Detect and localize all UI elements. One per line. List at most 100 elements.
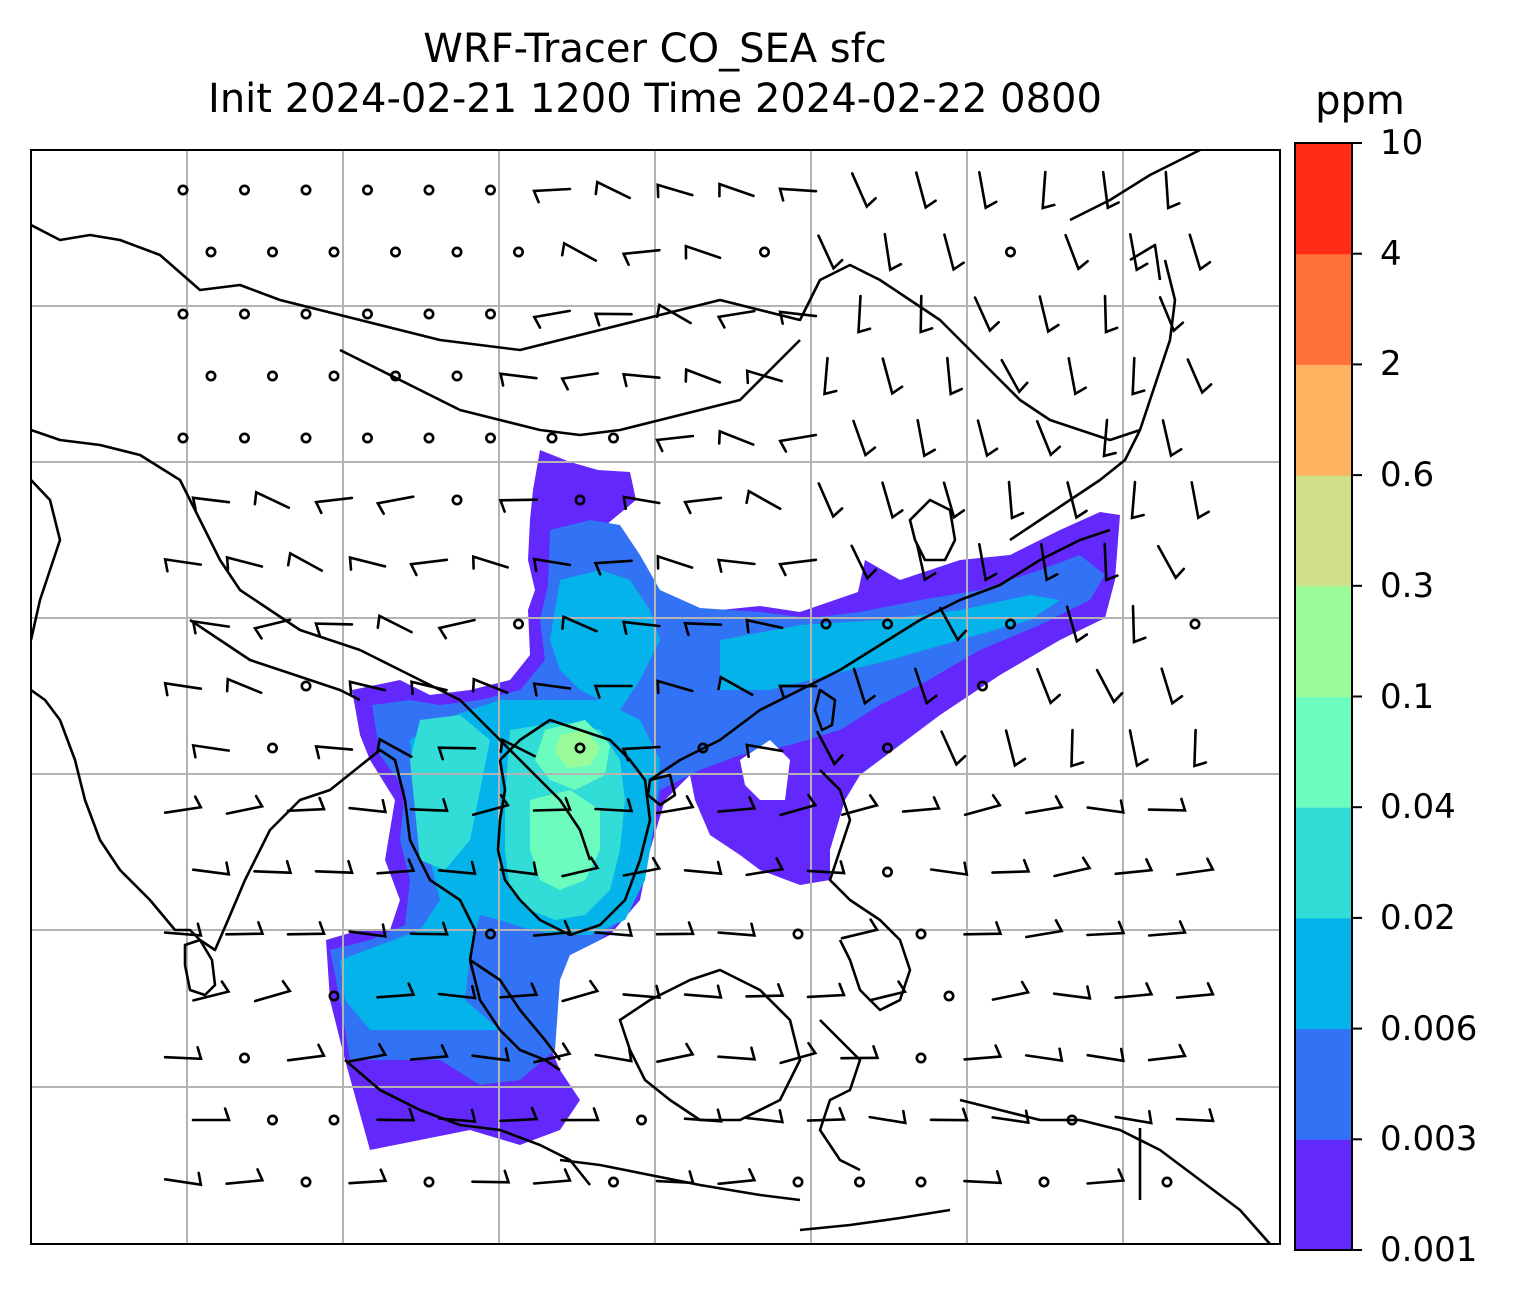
wind-barb-icon bbox=[410, 680, 448, 695]
colorbar-tick-label: 0.3 bbox=[1380, 565, 1435, 606]
wind-barb-icon bbox=[533, 1042, 572, 1064]
wind-barb-icon bbox=[471, 1169, 511, 1184]
title-line-2: Init 2024-02-21 1200 Time 2024-02-22 080… bbox=[208, 76, 1102, 122]
calm-wind-icon bbox=[205, 370, 217, 382]
wind-barb-icon bbox=[655, 302, 692, 325]
wind-barb-icon bbox=[225, 1168, 265, 1185]
calm-wind-icon bbox=[484, 432, 496, 444]
wind-barb-icon bbox=[943, 233, 965, 272]
tracer-plume-level-2 bbox=[330, 520, 1105, 1085]
wind-barb-icon bbox=[409, 797, 449, 813]
wind-barb-icon bbox=[1095, 668, 1124, 705]
wind-barb-icon bbox=[191, 496, 231, 511]
wind-barb-icon bbox=[840, 794, 879, 816]
calm-wind-icon bbox=[266, 246, 278, 258]
wind-barb-icon bbox=[191, 619, 231, 635]
wind-barb-icon bbox=[561, 979, 600, 1003]
tracer-clean-patch bbox=[740, 740, 790, 800]
wind-barb-icon bbox=[561, 856, 600, 878]
wind-barb-icon bbox=[191, 1107, 231, 1122]
colorbar-bin bbox=[1295, 585, 1352, 697]
tracer-plume-level-6 bbox=[555, 730, 600, 768]
wind-barb-icon bbox=[532, 557, 572, 573]
wind-barb-icon bbox=[656, 1042, 695, 1063]
calm-wind-icon bbox=[484, 928, 496, 940]
wind-barb-icon bbox=[963, 1044, 1003, 1061]
colorbar-tick-label: 0.006 bbox=[1380, 1008, 1478, 1049]
wind-barb-icon bbox=[376, 858, 416, 875]
calm-wind-icon bbox=[915, 928, 927, 940]
wind-barb-icon bbox=[621, 620, 661, 635]
china-north-border bbox=[31, 223, 1141, 442]
wind-barb-icon bbox=[1114, 858, 1154, 876]
wind-barb-icon bbox=[1157, 544, 1186, 581]
calm-wind-icon bbox=[361, 308, 373, 320]
wind-barb-icon bbox=[498, 498, 538, 513]
wind-barb-icon bbox=[532, 1168, 572, 1185]
wind-barb-icon bbox=[1147, 1043, 1187, 1062]
title-line-1: WRF-Tracer CO_SEA sfc bbox=[423, 26, 887, 72]
wind-barb-icon bbox=[286, 921, 326, 936]
calm-wind-icon bbox=[1066, 1114, 1078, 1126]
wind-barb-icon bbox=[1086, 1168, 1126, 1185]
calm-wind-icon bbox=[266, 370, 278, 382]
wind-barb-icon bbox=[376, 737, 413, 758]
sumatra bbox=[344, 1059, 592, 1186]
calm-wind-icon bbox=[239, 1052, 251, 1064]
wind-barb-icon bbox=[973, 296, 1000, 333]
wind-barb-icon bbox=[253, 859, 293, 875]
wind-barb-icon bbox=[683, 621, 723, 637]
calm-wind-icon bbox=[853, 1176, 865, 1188]
wind-barb-icon bbox=[375, 495, 415, 516]
wind-barb-icon bbox=[437, 985, 477, 1000]
calm-wind-icon bbox=[881, 866, 893, 878]
wind-barb-icon bbox=[621, 372, 661, 388]
wind-barb-icon bbox=[1052, 985, 1092, 1000]
wind-barb-icon bbox=[409, 558, 449, 577]
colorbar-bin bbox=[1295, 253, 1352, 365]
wind-barb-icon bbox=[437, 746, 477, 761]
wind-barb-icon bbox=[1175, 982, 1215, 999]
wind-barb-icon bbox=[532, 187, 572, 204]
wind-barb-icon bbox=[745, 743, 784, 759]
wind-barb-icon bbox=[593, 684, 633, 699]
java bbox=[559, 1158, 801, 1202]
wind-barb-icon bbox=[978, 543, 998, 582]
calm-wind-icon bbox=[423, 184, 435, 196]
new-guinea bbox=[959, 1098, 1271, 1244]
wind-barb-icon bbox=[560, 1107, 600, 1122]
wind-barb-icon bbox=[1164, 170, 1181, 210]
wind-barb-icon bbox=[946, 356, 963, 396]
wind-barb-icon bbox=[314, 859, 354, 875]
wind-barb-icon bbox=[594, 922, 634, 937]
wind-barb-icon bbox=[976, 419, 999, 458]
wind-barb-icon bbox=[191, 861, 231, 876]
wind-barb-icon bbox=[683, 860, 723, 876]
colorbar-frame bbox=[1294, 142, 1353, 1251]
calm-wind-icon bbox=[758, 246, 770, 258]
calm-wind-icon bbox=[1161, 1176, 1173, 1188]
wind-barb-icon bbox=[1158, 296, 1185, 333]
wind-barb-icon bbox=[1053, 856, 1092, 878]
wind-barb-icon bbox=[1036, 667, 1061, 705]
calm-wind-icon bbox=[915, 1176, 927, 1188]
figure-title: WRF-Tracer CO_SEA sfc Init 2024-02-21 12… bbox=[30, 24, 1280, 124]
wind-barb-icon bbox=[1102, 418, 1117, 458]
wind-barb-icon bbox=[1130, 480, 1145, 520]
calm-wind-icon bbox=[881, 618, 893, 630]
wind-barb-icon bbox=[1025, 795, 1064, 815]
indochina-coast bbox=[354, 748, 561, 1072]
wind-barb-icon bbox=[163, 557, 203, 573]
wind-barb-icon bbox=[532, 309, 571, 329]
calm-wind-markers bbox=[177, 184, 1201, 1188]
wind-barb-icon bbox=[593, 312, 633, 327]
calm-wind-icon bbox=[976, 680, 988, 692]
wind-barb-icon bbox=[163, 795, 203, 814]
wind-barb-icon bbox=[376, 982, 416, 999]
wind-barb-icon bbox=[286, 796, 326, 813]
calm-wind-icon bbox=[361, 184, 373, 196]
wind-barb-icon bbox=[817, 482, 844, 519]
wind-barb-icon bbox=[840, 918, 880, 940]
wind-barb-icon bbox=[225, 555, 264, 571]
